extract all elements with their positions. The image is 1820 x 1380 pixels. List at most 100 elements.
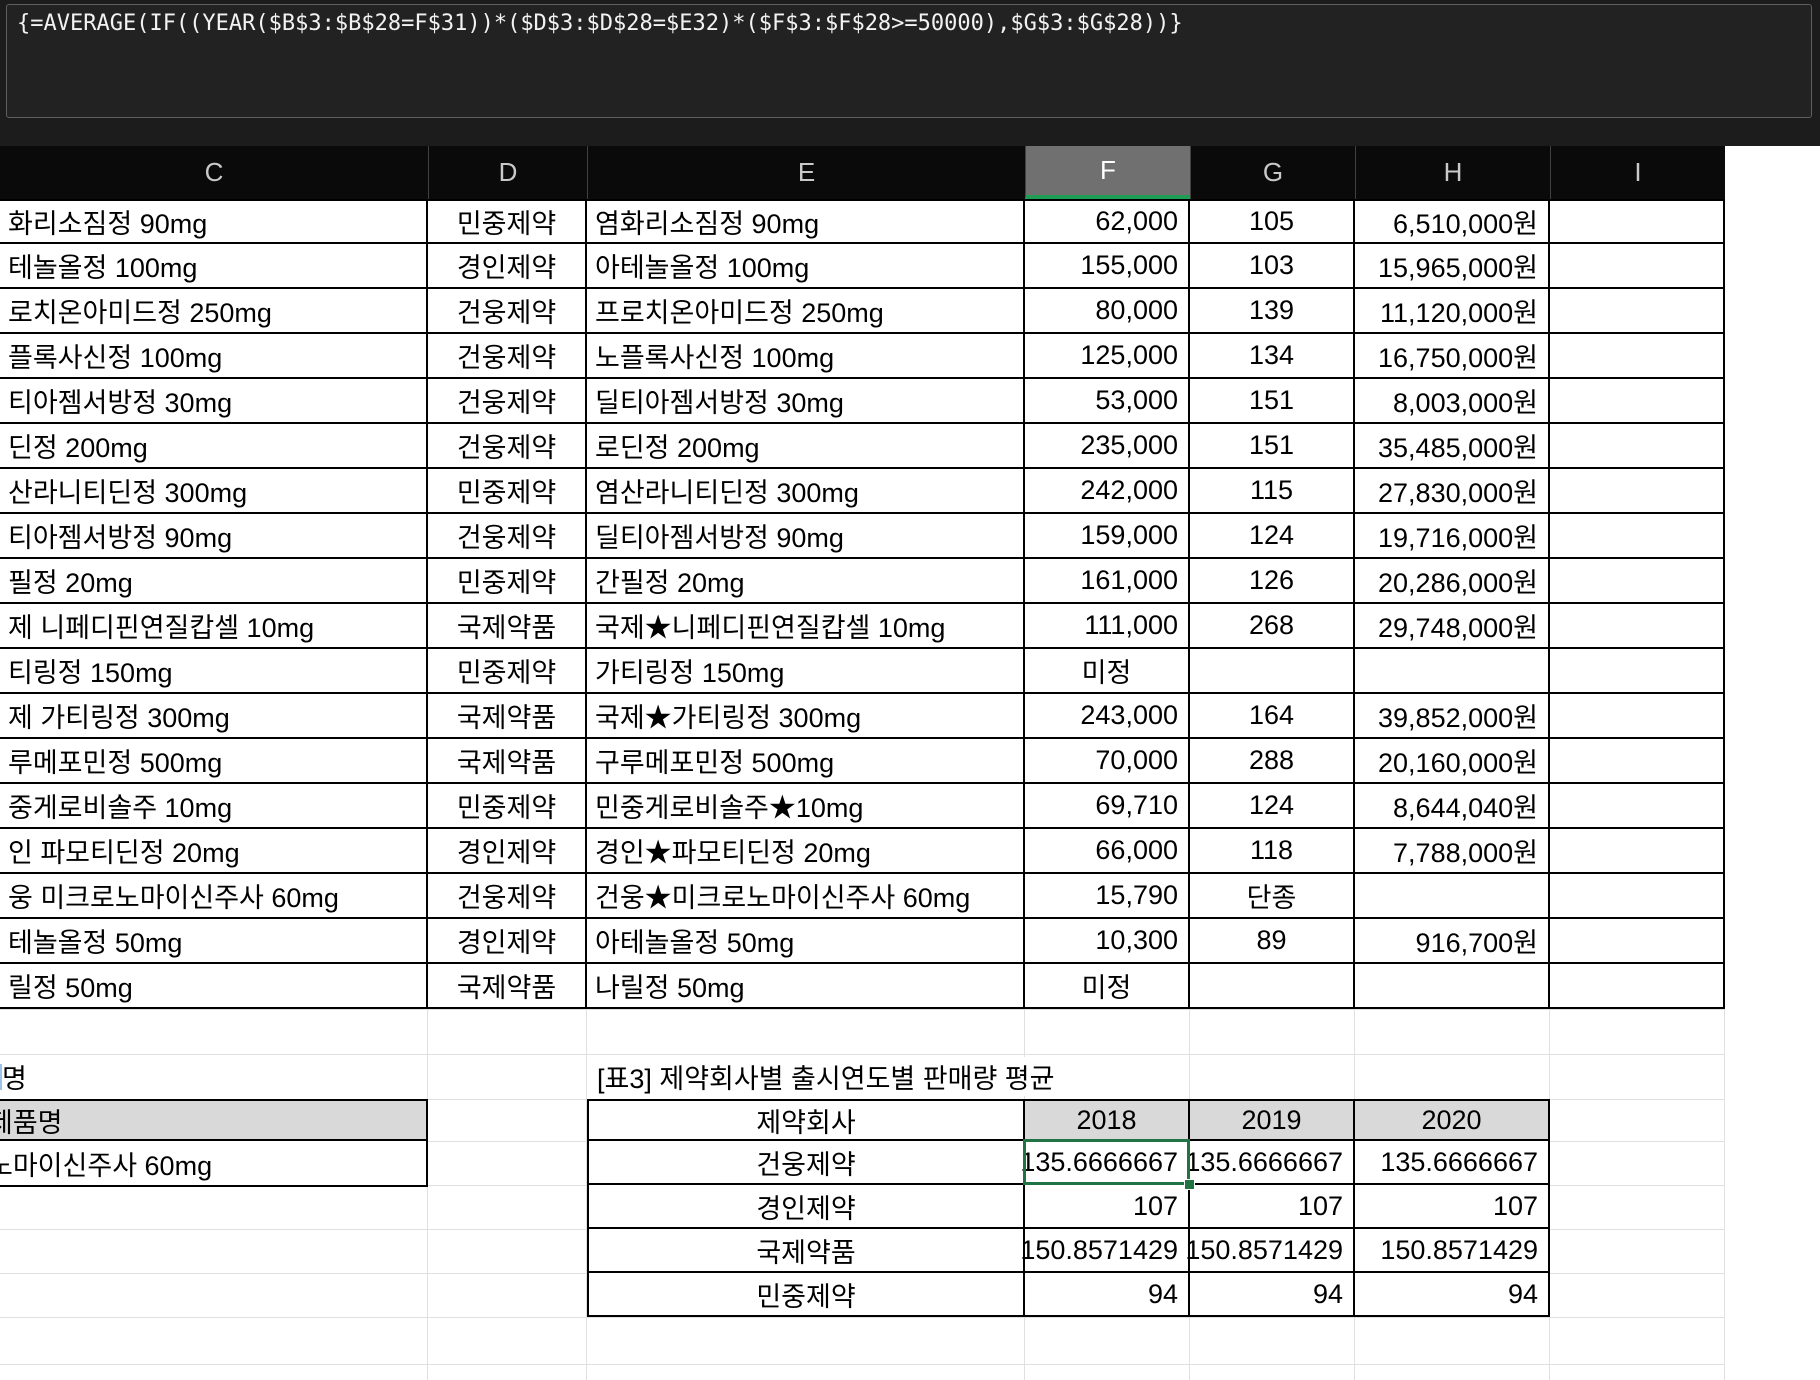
cell-e6[interactable]: 로딘정 200mg [587, 424, 1025, 469]
cell-e12[interactable]: 국제★가티링정 300mg [587, 694, 1025, 739]
formula-text[interactable]: {=AVERAGE(IF((YEAR($B$3:$B$28=F$31))*($D… [17, 11, 1183, 36]
pivot-header-cell-2019[interactable]: 2019 [1190, 1099, 1355, 1141]
cell-e2[interactable]: 아테놀올정 100mg [587, 244, 1025, 289]
column-header-F[interactable]: F [1025, 146, 1190, 199]
product-name-header-cell[interactable]: 제품명 [0, 1099, 428, 1141]
cell-i3[interactable] [1550, 289, 1725, 334]
cell-g14[interactable]: 124 [1190, 784, 1355, 829]
cell-i1[interactable] [1550, 199, 1725, 244]
cell-f5[interactable]: 53,000 [1025, 379, 1190, 424]
pivot-header-cell-제약회사[interactable]: 제약회사 [587, 1099, 1025, 1141]
pivot-company-cell-company-r4[interactable]: 민중제약 [587, 1273, 1025, 1317]
pivot-value-cell-y2020-r1[interactable]: 135.6666667 [1355, 1141, 1550, 1185]
cell-d14[interactable]: 민중제약 [428, 784, 587, 829]
cell-f9[interactable]: 161,000 [1025, 559, 1190, 604]
cell-c1[interactable]: 화리소짐정 90mg [0, 199, 428, 244]
cell-i17[interactable] [1550, 919, 1725, 964]
cell-f13[interactable]: 70,000 [1025, 739, 1190, 784]
pivot-value-cell-y2019-r3[interactable]: 150.8571429 [1185, 1229, 1355, 1273]
cell-f8[interactable]: 159,000 [1025, 514, 1190, 559]
cell-e14[interactable]: 민중게로비솔주★10mg [587, 784, 1025, 829]
cell-i12[interactable] [1550, 694, 1725, 739]
cell-g10[interactable]: 268 [1190, 604, 1355, 649]
pivot-value-cell-y2020-r3[interactable]: 150.8571429 [1355, 1229, 1550, 1273]
cell-c9[interactable]: 필정 20mg [0, 559, 428, 604]
cell-e17[interactable]: 아테놀올정 50mg [587, 919, 1025, 964]
cell-c10[interactable]: 제 니페디핀연질캅셀 10mg [0, 604, 428, 649]
cell-f7[interactable]: 242,000 [1025, 469, 1190, 514]
cell-g3[interactable]: 139 [1190, 289, 1355, 334]
cell-f15[interactable]: 66,000 [1025, 829, 1190, 874]
cell-e3[interactable]: 프로치온아미드정 250mg [587, 289, 1025, 334]
cell-h11[interactable] [1355, 649, 1550, 694]
cell-h12[interactable]: 39,852,000원 [1355, 694, 1550, 739]
cell-g8[interactable]: 124 [1190, 514, 1355, 559]
pivot-company-cell-company-r3[interactable]: 국제약품 [587, 1229, 1025, 1273]
cell-h10[interactable]: 29,748,000원 [1355, 604, 1550, 649]
cell-h3[interactable]: 11,120,000원 [1355, 289, 1550, 334]
fill-handle[interactable] [1184, 1179, 1195, 1190]
cell-c3[interactable]: 로치온아미드정 250mg [0, 289, 428, 334]
cell-h16[interactable] [1355, 874, 1550, 919]
cell-i18[interactable] [1550, 964, 1725, 1009]
cell-d8[interactable]: 건웅제약 [428, 514, 587, 559]
cell-i14[interactable] [1550, 784, 1725, 829]
cell-g2[interactable]: 103 [1190, 244, 1355, 289]
cell-e15[interactable]: 경인★파모티딘정 20mg [587, 829, 1025, 874]
column-header-G[interactable]: G [1190, 146, 1355, 199]
cell-e5[interactable]: 딜티아젬서방정 30mg [587, 379, 1025, 424]
cell-e8[interactable]: 딜티아젬서방정 90mg [587, 514, 1025, 559]
cell-i15[interactable] [1550, 829, 1725, 874]
cell-i6[interactable] [1550, 424, 1725, 469]
pivot-value-cell-y2019-r2[interactable]: 107 [1190, 1185, 1355, 1229]
cell-d9[interactable]: 민중제약 [428, 559, 587, 604]
pivot-header-cell-2020[interactable]: 2020 [1355, 1099, 1550, 1141]
cell-h14[interactable]: 8,644,040원 [1355, 784, 1550, 829]
cell-d15[interactable]: 경인제약 [428, 829, 587, 874]
partial-row-label[interactable]: 명 [2, 1054, 33, 1099]
cell-h5[interactable]: 8,003,000원 [1355, 379, 1550, 424]
pivot-value-cell-y2018-r1[interactable]: 135.6666667 [1020, 1141, 1190, 1185]
cell-f18[interactable]: 미정 [1025, 964, 1190, 1009]
cell-d10[interactable]: 국제약품 [428, 604, 587, 649]
cell-h6[interactable]: 35,485,000원 [1355, 424, 1550, 469]
cell-f16[interactable]: 15,790 [1025, 874, 1190, 919]
cell-i7[interactable] [1550, 469, 1725, 514]
pivot-value-cell-y2019-r1[interactable]: 135.6666667 [1185, 1141, 1355, 1185]
cell-c4[interactable]: 플록사신정 100mg [0, 334, 428, 379]
cell-h4[interactable]: 16,750,000원 [1355, 334, 1550, 379]
cell-e10[interactable]: 국제★니페디핀연질캅셀 10mg [587, 604, 1025, 649]
cell-c7[interactable]: 산라니티딘정 300mg [0, 469, 428, 514]
pivot-table-title-cell[interactable]: [표3] 제약회사별 출시연도별 판매량 평균 [597, 1054, 1061, 1099]
cell-i4[interactable] [1550, 334, 1725, 379]
cell-e7[interactable]: 염산라니티딘정 300mg [587, 469, 1025, 514]
cell-f6[interactable]: 235,000 [1025, 424, 1190, 469]
cell-d2[interactable]: 경인제약 [428, 244, 587, 289]
cell-e1[interactable]: 염화리소짐정 90mg [587, 199, 1025, 244]
column-header-I[interactable]: I [1550, 146, 1725, 199]
cell-f12[interactable]: 243,000 [1025, 694, 1190, 739]
cell-h18[interactable] [1355, 964, 1550, 1009]
cell-f3[interactable]: 80,000 [1025, 289, 1190, 334]
pivot-value-cell-y2020-r4[interactable]: 94 [1355, 1273, 1550, 1317]
cell-g18[interactable] [1190, 964, 1355, 1009]
cell-e16[interactable]: 건웅★미크로노마이신주사 60mg [587, 874, 1025, 919]
cell-h1[interactable]: 6,510,000원 [1355, 199, 1550, 244]
cell-h7[interactable]: 27,830,000원 [1355, 469, 1550, 514]
cell-f1[interactable]: 62,000 [1025, 199, 1190, 244]
cell-f2[interactable]: 155,000 [1025, 244, 1190, 289]
cell-i13[interactable] [1550, 739, 1725, 784]
pivot-company-cell-company-r1[interactable]: 건웅제약 [587, 1141, 1025, 1185]
cell-g6[interactable]: 151 [1190, 424, 1355, 469]
cell-c13[interactable]: 루메포민정 500mg [0, 739, 428, 784]
cell-g4[interactable]: 134 [1190, 334, 1355, 379]
cell-g13[interactable]: 288 [1190, 739, 1355, 784]
cell-e9[interactable]: 간필정 20mg [587, 559, 1025, 604]
pivot-value-cell-y2018-r3[interactable]: 150.8571429 [1020, 1229, 1190, 1273]
cell-c12[interactable]: 제 가티링정 300mg [0, 694, 428, 739]
cell-i10[interactable] [1550, 604, 1725, 649]
cell-i2[interactable] [1550, 244, 1725, 289]
cell-d11[interactable]: 민중제약 [428, 649, 587, 694]
cell-d12[interactable]: 국제약품 [428, 694, 587, 739]
pivot-company-cell-company-r2[interactable]: 경인제약 [587, 1185, 1025, 1229]
